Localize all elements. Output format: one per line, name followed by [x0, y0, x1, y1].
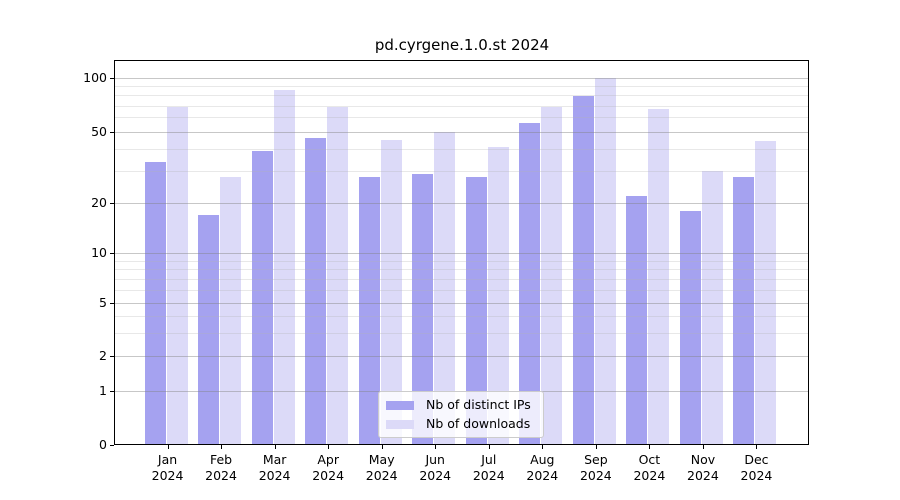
legend-label-downloads: Nb of downloads — [426, 416, 531, 431]
gridline-major — [115, 356, 809, 357]
bar-distinct-ips-may — [358, 176, 380, 445]
gridline-minor — [115, 171, 809, 173]
gridline-minor — [115, 269, 809, 271]
bar-downloads-jul — [487, 146, 509, 445]
legend-swatch-distinct-ips — [386, 400, 414, 410]
x-tick-label-apr: Apr 2024 — [312, 452, 345, 483]
x-tick-mark — [167, 445, 169, 449]
bar-distinct-ips-mar — [251, 150, 273, 445]
gridline-minor — [115, 148, 809, 150]
y-tick-label: 1 — [99, 382, 107, 398]
bar-distinct-ips-oct — [626, 195, 648, 445]
gridline-major — [115, 253, 809, 254]
x-tick-label-mar: Mar 2024 — [258, 452, 291, 483]
y-tick-mark — [110, 203, 114, 204]
bar-distinct-ips-dec — [733, 176, 755, 445]
x-tick-mark — [435, 445, 437, 449]
gridline-major — [115, 303, 809, 304]
bar-downloads-may — [380, 139, 402, 445]
x-tick-label-dec: Dec 2024 — [740, 452, 773, 483]
gridline-minor — [115, 105, 809, 107]
y-tick-label: 5 — [99, 295, 107, 310]
x-tick-label-oct: Oct 2024 — [633, 452, 666, 483]
y-tick-mark — [110, 253, 114, 254]
x-tick-label-may: May 2024 — [365, 452, 398, 483]
x-tick-label-sep: Sep 2024 — [579, 452, 612, 483]
gridline-major — [115, 203, 809, 204]
legend-swatch-downloads — [386, 419, 414, 429]
gridline-minor — [115, 278, 809, 280]
legend: Nb of distinct IPs Nb of downloads — [378, 391, 544, 438]
gridline-minor — [115, 117, 809, 119]
bar-downloads-dec — [755, 141, 777, 445]
bar-distinct-ips-feb — [198, 214, 220, 445]
bar-distinct-ips-jan — [144, 161, 166, 445]
x-tick-mark — [328, 445, 330, 449]
legend-label-distinct-ips: Nb of distinct IPs — [426, 397, 531, 412]
gridline-major — [115, 78, 809, 79]
y-tick-mark — [110, 303, 114, 304]
bar-distinct-ips-nov — [679, 210, 701, 445]
bar-downloads-sep — [594, 78, 616, 445]
bar-distinct-ips-aug — [519, 122, 541, 445]
x-tick-mark — [381, 445, 383, 449]
bar-downloads-feb — [220, 176, 242, 445]
x-tick-mark — [702, 445, 704, 449]
bar-downloads-nov — [701, 171, 723, 445]
y-tick-mark — [110, 445, 114, 446]
bar-distinct-ips-sep — [572, 96, 594, 445]
bar-downloads-jun — [434, 131, 456, 445]
gridline-minor — [115, 289, 809, 291]
y-tick-mark — [110, 131, 114, 133]
gridline-major — [115, 131, 809, 133]
y-tick-label: 50 — [91, 123, 107, 139]
chart-title: pd.cyrgene.1.0.st 2024 — [374, 36, 550, 54]
legend-item-distinct-ips: Nb of distinct IPs — [386, 397, 536, 413]
bar-downloads-mar — [273, 89, 295, 445]
gridline-minor — [115, 260, 809, 262]
gridline-minor — [115, 86, 809, 88]
x-tick-mark — [274, 445, 276, 449]
x-tick-mark — [542, 445, 544, 449]
y-tick-label: 20 — [91, 195, 107, 210]
x-tick-mark — [595, 445, 597, 449]
y-tick-mark — [110, 390, 114, 392]
gridline-minor — [115, 315, 809, 317]
x-tick-mark — [649, 445, 651, 449]
x-tick-label-jun: Jun 2024 — [419, 452, 452, 483]
y-tick-mark — [110, 78, 114, 79]
y-tick-label: 2 — [99, 348, 107, 363]
bar-distinct-ips-jun — [412, 174, 434, 445]
bar-downloads-jan — [166, 106, 188, 445]
y-tick-label: 100 — [83, 70, 107, 85]
y-tick-label: 0 — [99, 437, 107, 452]
bar-distinct-ips-apr — [305, 138, 327, 445]
bar-downloads-oct — [648, 108, 670, 445]
x-tick-label-feb: Feb 2024 — [205, 452, 237, 483]
x-tick-mark — [756, 445, 758, 449]
bar-downloads-apr — [327, 106, 349, 445]
gridline-minor — [115, 95, 809, 97]
bar-downloads-aug — [541, 106, 563, 445]
legend-item-downloads: Nb of downloads — [386, 416, 536, 432]
y-tick-mark — [110, 356, 114, 357]
y-tick-label: 10 — [91, 245, 107, 260]
x-tick-label-aug: Aug 2024 — [526, 452, 559, 483]
x-tick-mark — [221, 445, 223, 449]
x-tick-label-jan: Jan 2024 — [151, 452, 184, 483]
x-tick-label-jul: Jul 2024 — [472, 452, 505, 483]
x-tick-label-nov: Nov 2024 — [687, 452, 719, 483]
bar-distinct-ips-jul — [465, 176, 487, 445]
x-tick-mark — [488, 445, 490, 449]
gridline-minor — [115, 332, 809, 334]
